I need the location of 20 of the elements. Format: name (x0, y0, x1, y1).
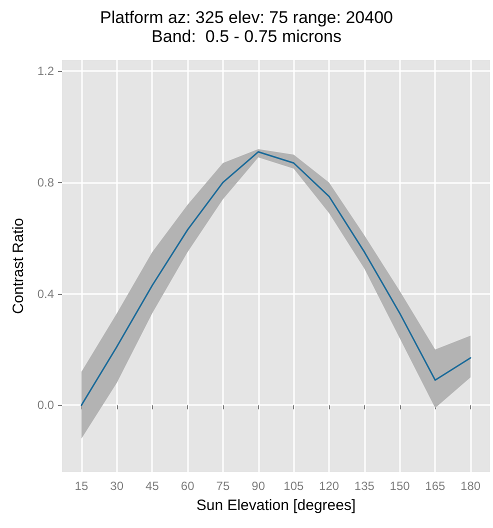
y-tick-label: 0.4 (37, 286, 54, 301)
y-tick-label: 1.2 (37, 64, 54, 78)
x-tick-label: 120 (319, 479, 340, 493)
x-tick-label: 60 (180, 479, 195, 493)
x-tick-label: 90 (252, 479, 266, 493)
chart-title: Platform az: 325 elev: 75 range: 20400 (100, 8, 393, 27)
x-tick-label: 135 (354, 479, 375, 493)
x-tick-label: 75 (216, 479, 230, 493)
y-tick-label: 0.0 (37, 398, 54, 412)
x-tick-label: 105 (284, 479, 304, 493)
y-tick-label: 0.8 (37, 175, 54, 190)
y-axis-title: Contrast Ratio (10, 218, 27, 314)
chart-subtitle: Band: 0.5 - 0.75 microns (152, 27, 342, 46)
x-tick-label: 45 (146, 479, 160, 493)
x-tick-label: 150 (390, 479, 410, 493)
x-tick-label: 180 (460, 479, 481, 493)
x-tick-label: 165 (425, 479, 446, 493)
x-axis-title: Sun Elevation [degrees] (196, 497, 356, 514)
x-tick-label: 30 (110, 479, 124, 493)
x-tick-label: 15 (74, 479, 88, 493)
